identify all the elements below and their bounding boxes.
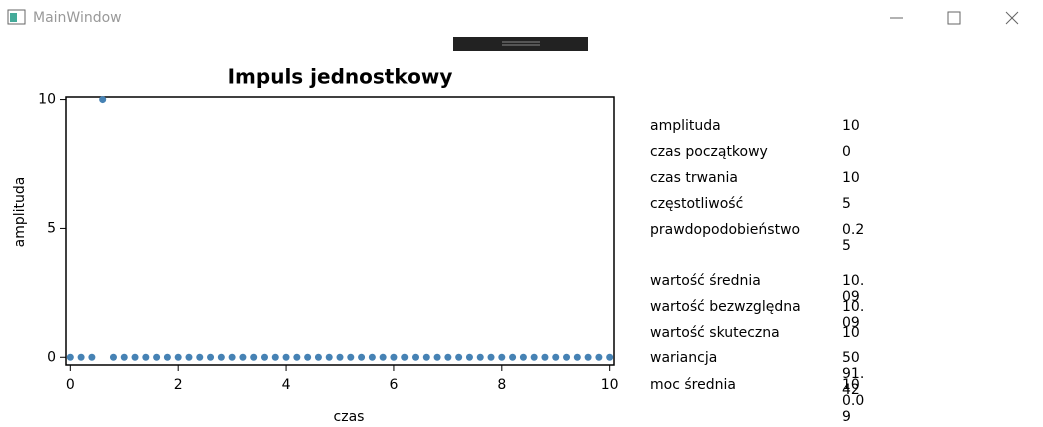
y-tick-label: 0 <box>47 349 56 365</box>
data-point <box>271 353 279 361</box>
app-icon <box>7 9 26 25</box>
param-value: 10.09 <box>842 299 865 331</box>
param-label: wartość skuteczna <box>650 325 780 341</box>
data-point <box>476 353 484 361</box>
data-point <box>379 353 387 361</box>
data-point <box>109 353 117 361</box>
data-point <box>239 353 247 361</box>
maximize-button[interactable] <box>947 11 961 25</box>
param-label: amplituda <box>650 118 721 134</box>
data-point <box>390 353 398 361</box>
data-point <box>422 353 430 361</box>
plot-frame <box>65 96 615 366</box>
data-point <box>304 353 312 361</box>
x-tick-label: 10 <box>601 377 619 393</box>
data-point <box>347 353 355 361</box>
param-value: 5091.42 <box>842 350 865 398</box>
data-point <box>250 353 258 361</box>
param-label: wartość bezwzględna <box>650 299 801 315</box>
drag-bar[interactable] <box>453 37 588 51</box>
data-point <box>66 353 74 361</box>
param-label: czas trwania <box>650 170 738 186</box>
data-point <box>207 353 215 361</box>
data-point <box>455 353 463 361</box>
data-point <box>77 353 85 361</box>
param-value: 0.25 <box>842 222 865 254</box>
x-tick-label: 6 <box>389 377 398 393</box>
param-label: wartość średnia <box>650 273 761 289</box>
data-point <box>584 353 592 361</box>
x-tick-label: 4 <box>282 377 291 393</box>
y-axis-label: amplituda <box>12 177 28 248</box>
param-label: prawdopodobieństwo <box>650 222 801 238</box>
window-title: MainWindow <box>33 10 122 26</box>
data-point <box>358 353 366 361</box>
data-point <box>325 353 333 361</box>
data-point <box>314 353 322 361</box>
data-point <box>433 353 441 361</box>
x-axis-label: czas <box>334 409 365 425</box>
data-point <box>530 353 538 361</box>
y-tick-label: 10 <box>38 92 56 108</box>
param-value: 10.09 <box>842 273 865 305</box>
param-value: 10 <box>842 118 860 134</box>
data-point <box>368 353 376 361</box>
data-point <box>541 353 549 361</box>
chart-title: Impuls jednostkowy <box>228 65 453 89</box>
data-point <box>185 353 193 361</box>
x-tick-label: 0 <box>66 377 75 393</box>
y-tick-label: 5 <box>47 220 56 236</box>
param-label: wariancja <box>650 350 718 366</box>
data-point <box>131 353 139 361</box>
param-value: 5 <box>842 196 851 212</box>
data-point <box>217 353 225 361</box>
x-tick-label: 2 <box>174 377 183 393</box>
param-value: 0 <box>842 144 851 160</box>
param-label: częstotliwość <box>650 196 744 212</box>
x-tick-label: 8 <box>497 377 506 393</box>
param-value: 100.09 <box>842 377 865 425</box>
data-point <box>519 353 527 361</box>
param-value: 10 <box>842 170 860 186</box>
param-label: czas początkowy <box>650 144 768 160</box>
close-button[interactable] <box>1005 11 1019 25</box>
data-point <box>174 353 182 361</box>
data-point <box>606 353 614 361</box>
data-point <box>487 353 495 361</box>
data-point <box>163 353 171 361</box>
data-point <box>444 353 452 361</box>
data-point <box>412 353 420 361</box>
data-point <box>573 353 581 361</box>
app-icon-inner <box>10 13 17 22</box>
data-point <box>336 353 344 361</box>
data-point <box>228 353 236 361</box>
data-point <box>465 353 473 361</box>
data-point <box>153 353 161 361</box>
data-point <box>595 353 603 361</box>
data-point <box>509 353 517 361</box>
data-point <box>552 353 560 361</box>
data-point <box>498 353 506 361</box>
data-point <box>282 353 290 361</box>
data-point <box>88 353 96 361</box>
data-point <box>120 353 128 361</box>
param-label: moc średnia <box>650 377 736 393</box>
param-value: 10 <box>842 325 860 341</box>
data-point <box>196 353 204 361</box>
data-point <box>142 353 150 361</box>
data-point <box>563 353 571 361</box>
data-point <box>293 353 301 361</box>
data-point <box>401 353 409 361</box>
data-point <box>260 353 268 361</box>
data-point <box>99 96 107 104</box>
